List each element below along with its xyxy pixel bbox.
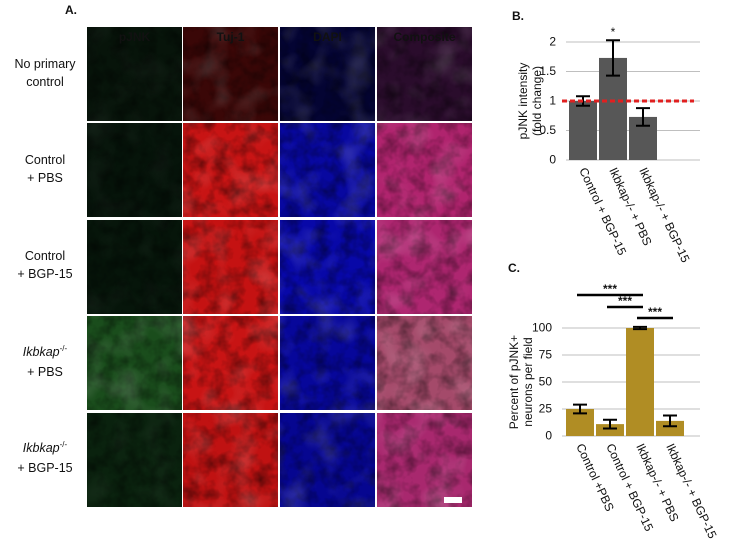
significance-label: * — [611, 25, 616, 39]
micrograph-highlight — [377, 27, 472, 121]
significance-label: *** — [618, 294, 632, 308]
error-bar — [663, 414, 677, 428]
row-label: Ikbkap-/- — [23, 344, 68, 359]
error-bar — [603, 418, 617, 430]
genotype: -/- — [60, 440, 68, 449]
micrograph-highlight — [87, 27, 182, 121]
row-label: Ikbkap-/- — [23, 440, 68, 455]
row-label: Control — [25, 249, 65, 263]
x-tick-label: Ikbkap-/- + BGP-15 — [663, 441, 719, 541]
y-tick-label: 25 — [539, 402, 553, 416]
y-tick-label: 1 — [549, 94, 556, 108]
y-tick-label: 100 — [532, 321, 552, 335]
scale-bar — [444, 497, 462, 503]
genotype: -/- — [60, 344, 68, 353]
micrograph-highlight — [87, 220, 182, 314]
error-bar — [633, 325, 647, 331]
micrograph-highlight — [280, 220, 375, 314]
bar — [569, 101, 597, 160]
image-grid — [87, 27, 472, 507]
micrograph-highlight — [377, 123, 472, 217]
gene: Ikbkap — [23, 345, 60, 359]
error-bar — [606, 39, 620, 77]
row-label: + PBS — [27, 365, 63, 379]
y-axis-label: Percent of pJNK+ — [507, 335, 521, 429]
charts: B.pJNK intensity (fold change)00.511.52Co… — [507, 9, 720, 541]
y-tick-label: 50 — [539, 375, 553, 389]
micrograph-highlight — [87, 316, 182, 410]
significance-label: *** — [648, 305, 662, 319]
panel-label: B. — [512, 9, 524, 23]
row-label: No primary — [14, 57, 76, 71]
row-label: + BGP-15 — [17, 461, 72, 475]
micrograph-highlight — [183, 123, 278, 217]
row-labels: No primary control Control + PBS Control… — [14, 57, 76, 475]
column-headers: pJNK Tuj-1 DAPI Composite — [119, 30, 456, 44]
significance-label: *** — [603, 282, 617, 296]
panel-label: A. — [65, 3, 77, 17]
row-label: Control — [25, 153, 65, 167]
panel-label: C. — [508, 261, 520, 275]
y-tick-label: 75 — [539, 348, 553, 362]
bar — [656, 420, 684, 436]
y-tick-label: 0.5 — [539, 123, 556, 137]
gene: Ikbkap — [23, 441, 60, 455]
column-header: Composite — [393, 30, 455, 44]
micrograph-highlight — [377, 413, 472, 507]
micrograph-highlight — [183, 413, 278, 507]
column-header: Tuj-1 — [217, 30, 245, 44]
y-axis-label: (fold change) — [530, 66, 544, 136]
micrograph-highlight — [183, 316, 278, 410]
row-label: + PBS — [27, 171, 63, 185]
error-bar — [636, 107, 650, 127]
y-tick-label: 0 — [545, 429, 552, 443]
micrograph-highlight — [183, 220, 278, 314]
y-axis-label: neurons per field — [521, 337, 535, 426]
micrograph-highlight — [280, 413, 375, 507]
x-tick-label: Ikbkap-/- + BGP-15 — [636, 165, 692, 265]
error-bar — [573, 403, 587, 415]
y-axis-label: pJNK intensity — [516, 63, 530, 140]
micrograph-highlight — [87, 123, 182, 217]
y-tick-label: 1.5 — [539, 64, 556, 78]
micrograph-highlight — [87, 413, 182, 507]
bar — [596, 424, 624, 436]
micrograph-highlight — [183, 27, 278, 121]
micrograph-highlight — [280, 123, 375, 217]
micrograph-highlight — [280, 27, 375, 121]
column-header: pJNK — [119, 30, 151, 44]
bar — [626, 328, 654, 436]
column-header: DAPI — [313, 30, 342, 44]
y-tick-label: 0 — [549, 153, 556, 167]
micrograph-highlight — [280, 316, 375, 410]
micrograph-highlight — [377, 220, 472, 314]
row-label: + BGP-15 — [17, 267, 72, 281]
micrograph-highlight — [377, 316, 472, 410]
y-tick-label: 2 — [549, 35, 556, 49]
row-label: control — [26, 75, 64, 89]
